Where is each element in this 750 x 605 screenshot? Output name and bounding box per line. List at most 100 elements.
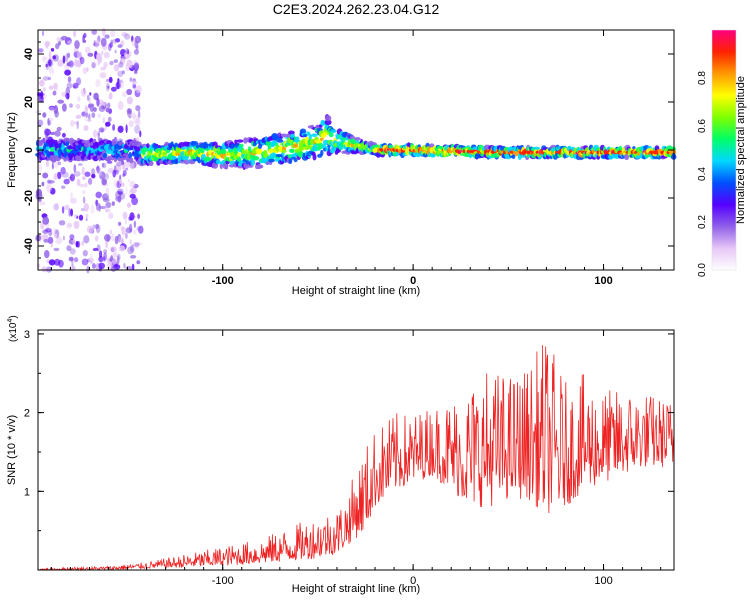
- noise-speck: [133, 70, 138, 74]
- top-x-axis-label: Height of straight line (km): [292, 285, 420, 297]
- noise-speck: [41, 77, 44, 84]
- noise-speck: [112, 169, 117, 178]
- noise-speck: [67, 222, 72, 228]
- top-y-axis: -40 -20 0 20 40: [23, 41, 674, 259]
- noise-speck: [85, 213, 89, 219]
- noise-speck: [99, 250, 103, 258]
- signal-blob: [233, 148, 238, 155]
- top-x-axis: -100 0 100: [50, 30, 662, 287]
- signal-blob: [81, 139, 87, 144]
- noise-speck: [83, 125, 89, 131]
- noise-speck: [42, 57, 49, 61]
- noise-speck: [105, 107, 110, 113]
- noise-speck: [136, 260, 141, 265]
- noise-speck: [112, 38, 117, 44]
- signal-blob: [162, 151, 168, 156]
- noise-speck: [117, 101, 124, 110]
- noise-speck: [66, 82, 73, 89]
- noise-speck: [73, 214, 78, 218]
- signal-blob: [320, 149, 324, 157]
- noise-speck: [39, 201, 46, 206]
- colorbar-tick-label: 0.6: [697, 119, 708, 133]
- top-y-axis-label: Frequency (Hz): [6, 112, 18, 188]
- noise-speck: [121, 70, 125, 75]
- signal-blob: [234, 139, 238, 144]
- colorbar-tick-label: 0.8: [697, 71, 708, 85]
- noise-speck: [136, 226, 141, 231]
- noise-speck: [92, 92, 99, 100]
- noise-speck: [117, 179, 120, 185]
- noise-speck: [101, 178, 107, 186]
- signal-blob: [330, 129, 337, 134]
- signal-blob: [224, 163, 229, 170]
- noise-speck: [94, 235, 99, 242]
- signal-blob: [238, 143, 244, 148]
- noise-speck: [101, 27, 106, 37]
- signal-blob: [308, 133, 312, 141]
- y-scale-multiplier: (x104): [7, 315, 19, 342]
- signal-blob: [315, 139, 323, 144]
- noise-speck: [95, 224, 101, 234]
- noise-speck: [126, 96, 133, 105]
- signal-blob: [236, 139, 244, 143]
- noise-speck: [71, 258, 74, 267]
- noise-speck: [37, 48, 44, 53]
- noise-speck: [48, 50, 52, 60]
- noise-speck: [107, 167, 114, 174]
- noise-speck: [82, 176, 86, 181]
- noise-speck: [42, 92, 47, 100]
- x-tick-label: 0: [410, 575, 416, 587]
- noise-speck: [66, 62, 71, 67]
- noise-speck: [47, 58, 54, 68]
- noise-speck: [55, 236, 63, 245]
- signal-blob: [284, 143, 288, 147]
- signal-blob: [388, 144, 394, 149]
- x-tick-label: 0: [410, 275, 416, 287]
- signal-blob: [68, 156, 73, 161]
- noise-speck: [44, 250, 50, 259]
- noise-speck: [42, 76, 49, 81]
- signal-blob: [40, 139, 44, 144]
- noise-speck: [70, 119, 75, 127]
- signal-blob: [324, 119, 332, 126]
- noise-speck: [55, 43, 60, 50]
- noise-speck: [137, 213, 141, 220]
- noise-speck: [48, 106, 56, 112]
- noise-speck: [130, 244, 135, 253]
- noise-speck: [119, 178, 122, 184]
- snr-plot: -100 0 100 1 2 3: [24, 329, 675, 587]
- noise-speck: [103, 51, 110, 59]
- noise-speck: [41, 30, 45, 36]
- noise-speck: [92, 263, 96, 269]
- noise-speck: [125, 48, 130, 55]
- noise-speck: [133, 242, 140, 247]
- signal-blob: [273, 136, 279, 141]
- y-tick-label: 0: [23, 147, 35, 153]
- colorbar-tick-label: 0.0: [697, 263, 708, 277]
- signal-blob: [63, 157, 67, 162]
- noise-speck: [122, 173, 126, 177]
- noise-speck: [129, 189, 134, 194]
- signal-blob: [280, 133, 288, 138]
- noise-speck: [97, 55, 103, 64]
- noise-speck: [134, 124, 141, 134]
- noise-speck: [109, 229, 113, 235]
- signal-blob: [181, 146, 187, 150]
- noise-speck: [121, 226, 126, 236]
- noise-speck: [94, 39, 100, 48]
- signal-blob: [199, 147, 205, 154]
- y-scale-base: (x10: [8, 322, 19, 342]
- noise-speck: [66, 245, 72, 252]
- noise-speck: [110, 246, 117, 252]
- noise-speck: [76, 178, 81, 187]
- noise-speck: [52, 203, 59, 211]
- noise-speck: [69, 103, 73, 108]
- colorbar-tick-label: 0.4: [697, 167, 708, 181]
- noise-speck: [65, 53, 69, 62]
- noise-speck: [111, 86, 117, 92]
- signal-blob: [255, 148, 263, 154]
- noise-speck: [81, 240, 84, 246]
- noise-speck: [82, 39, 87, 43]
- noise-speck: [134, 243, 140, 249]
- signal-blob: [122, 153, 130, 157]
